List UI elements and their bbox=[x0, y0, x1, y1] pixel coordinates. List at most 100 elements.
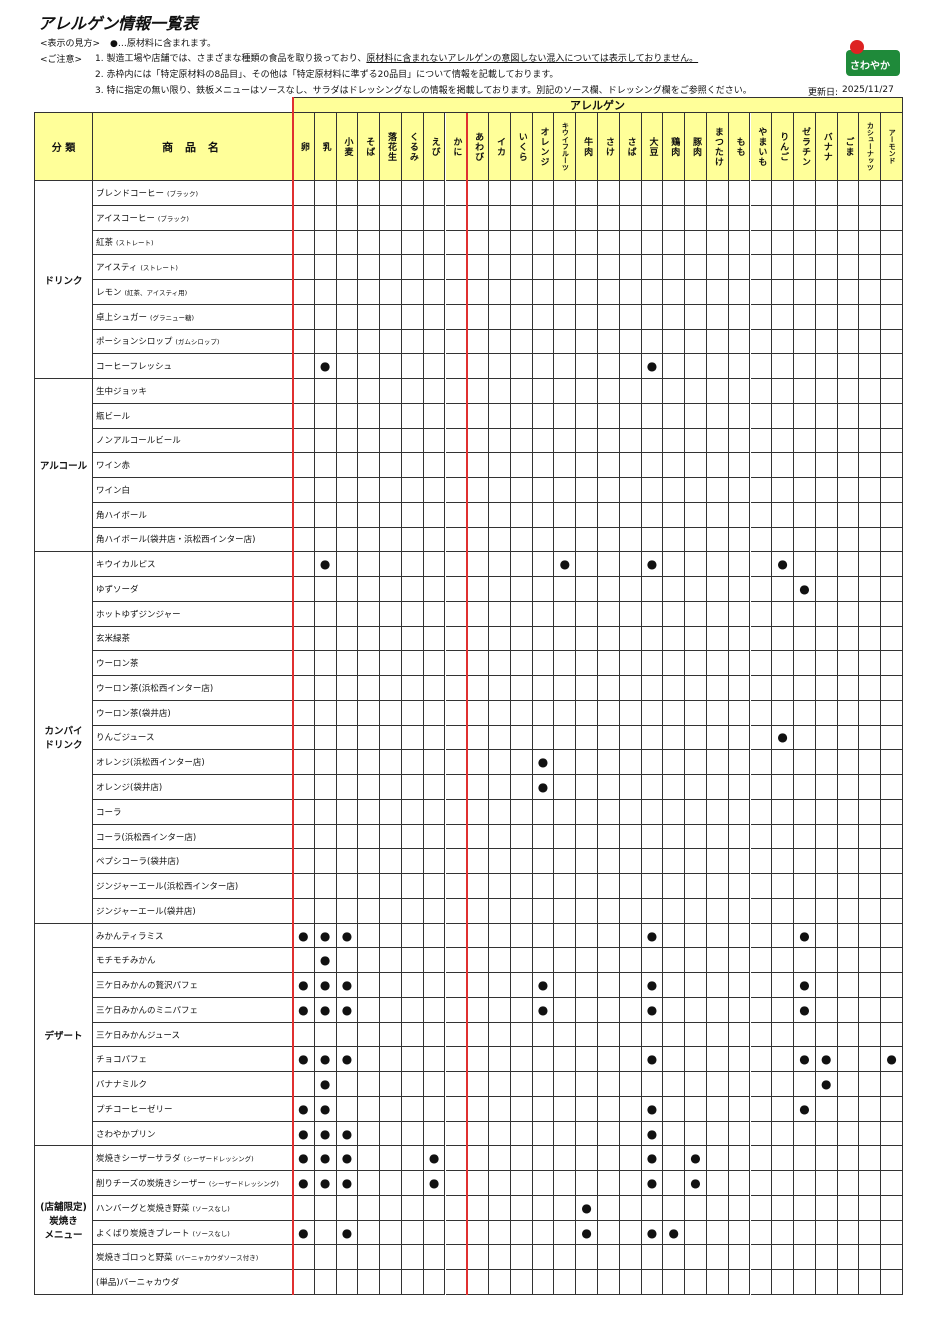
allergen-cell bbox=[314, 626, 337, 652]
allergen-cell bbox=[859, 379, 882, 404]
allergen-cell bbox=[794, 750, 816, 776]
allergen-cell: ● bbox=[663, 1220, 686, 1246]
allergen-cell bbox=[728, 280, 751, 305]
allergen-cell bbox=[445, 1171, 468, 1196]
allergen-cell bbox=[489, 1146, 511, 1172]
product-cell: ウーロン茶(袋井店) bbox=[93, 700, 293, 726]
allergen-cell bbox=[859, 898, 882, 924]
allergen-cell bbox=[598, 354, 620, 380]
allergen-cell bbox=[401, 1270, 424, 1295]
allergen-cell bbox=[598, 1270, 620, 1295]
allergen-cell bbox=[532, 1195, 555, 1221]
allergen-cell bbox=[706, 280, 729, 305]
allergen-cell bbox=[750, 1270, 773, 1295]
allergen-cell bbox=[423, 948, 446, 974]
allergen-cell bbox=[445, 304, 468, 330]
allergen-cell bbox=[663, 824, 686, 850]
allergen-cell bbox=[728, 1121, 751, 1147]
allergen-cell bbox=[336, 1022, 359, 1048]
allergen-cell bbox=[619, 601, 642, 627]
allergen-cell bbox=[728, 626, 751, 652]
allergen-cell bbox=[467, 1146, 490, 1172]
allergen-cell bbox=[445, 205, 468, 231]
allergen-cell: ● bbox=[641, 1096, 664, 1122]
allergen-cell bbox=[380, 230, 402, 256]
allergen-cell bbox=[881, 453, 903, 479]
allergen-cell bbox=[532, 1096, 555, 1122]
allergen-cell bbox=[467, 280, 490, 305]
product-note: (ストレート) bbox=[116, 239, 154, 248]
allergen-cell bbox=[837, 552, 860, 578]
allergen-cell bbox=[598, 230, 620, 256]
allergen-cell bbox=[358, 750, 381, 776]
allergen-cell bbox=[401, 997, 424, 1023]
allergen-cell bbox=[598, 948, 620, 974]
allergen-cell bbox=[641, 255, 664, 281]
allergen-cell bbox=[837, 1096, 860, 1122]
allergen-cell bbox=[467, 552, 490, 578]
allergen-cell bbox=[489, 997, 511, 1023]
allergen-cell bbox=[728, 205, 751, 231]
allergen-cell bbox=[489, 775, 511, 800]
allergen-cell bbox=[619, 997, 642, 1023]
allergen-cell bbox=[576, 676, 598, 701]
product-header: 商 品 名 bbox=[93, 113, 293, 181]
allergen-name: さば bbox=[625, 136, 636, 157]
allergen-cell bbox=[554, 849, 577, 875]
product-cell: プチコーヒーゼリー bbox=[93, 1096, 293, 1122]
allergen-cell bbox=[837, 651, 860, 677]
allergen-cell bbox=[663, 849, 686, 875]
allergen-cell bbox=[750, 750, 773, 776]
allergen-cell bbox=[750, 230, 773, 256]
allergen-column-header: やまいも bbox=[750, 113, 773, 181]
allergen-cell bbox=[467, 230, 490, 256]
product-cell: ウーロン茶(浜松西インター店) bbox=[93, 676, 293, 701]
product-cell: ワイン白 bbox=[93, 478, 293, 503]
allergen-cell bbox=[598, 255, 620, 281]
allergen-cell bbox=[663, 181, 686, 206]
allergen-cell bbox=[401, 527, 424, 553]
allergen-cell bbox=[576, 230, 598, 256]
allergen-cell bbox=[554, 1121, 577, 1147]
product-name: コーラ bbox=[96, 807, 122, 818]
allergen-cell: ● bbox=[685, 1171, 707, 1196]
allergen-cell bbox=[510, 948, 533, 974]
allergen-cell bbox=[728, 502, 751, 528]
allergen-cell bbox=[772, 379, 795, 404]
allergen-cell bbox=[641, 1022, 664, 1048]
allergen-cell bbox=[467, 428, 490, 454]
allergen-cell bbox=[293, 304, 315, 330]
allergen-cell bbox=[510, 230, 533, 256]
allergen-cell bbox=[859, 403, 882, 429]
allergen-cell bbox=[532, 453, 555, 479]
allergen-cell bbox=[576, 923, 598, 949]
allergen-name: アーモンド bbox=[888, 129, 897, 164]
allergen-cell bbox=[510, 403, 533, 429]
contains-mark: ● bbox=[537, 780, 549, 794]
allergen-cell bbox=[859, 676, 882, 701]
allergen-cell bbox=[859, 1096, 882, 1122]
allergen-cell bbox=[837, 700, 860, 726]
allergen-cell bbox=[358, 1171, 381, 1196]
allergen-cell bbox=[815, 898, 838, 924]
allergen-cell bbox=[554, 1220, 577, 1246]
allergen-cell bbox=[423, 1245, 446, 1271]
legend-text: ●…原材料に含まれます。 bbox=[110, 39, 216, 49]
allergen-cell bbox=[772, 181, 795, 206]
allergen-cell bbox=[815, 453, 838, 479]
allergen-cell bbox=[532, 651, 555, 677]
allergen-cell bbox=[467, 601, 490, 627]
allergen-cell bbox=[423, 997, 446, 1023]
product-name: 角ハイボール bbox=[96, 510, 147, 521]
allergen-cell bbox=[685, 948, 707, 974]
product-cell: 紅茶 (ストレート) bbox=[93, 230, 293, 256]
allergen-cell bbox=[837, 676, 860, 701]
allergen-cell bbox=[728, 453, 751, 479]
allergen-cell bbox=[510, 725, 533, 751]
allergen-cell bbox=[380, 973, 402, 998]
allergen-cell: ● bbox=[293, 1146, 315, 1172]
product-cell: みかんティラミス bbox=[93, 923, 293, 949]
allergen-cell: ● bbox=[293, 973, 315, 998]
allergen-cell bbox=[358, 181, 381, 206]
allergen-cell bbox=[750, 973, 773, 998]
